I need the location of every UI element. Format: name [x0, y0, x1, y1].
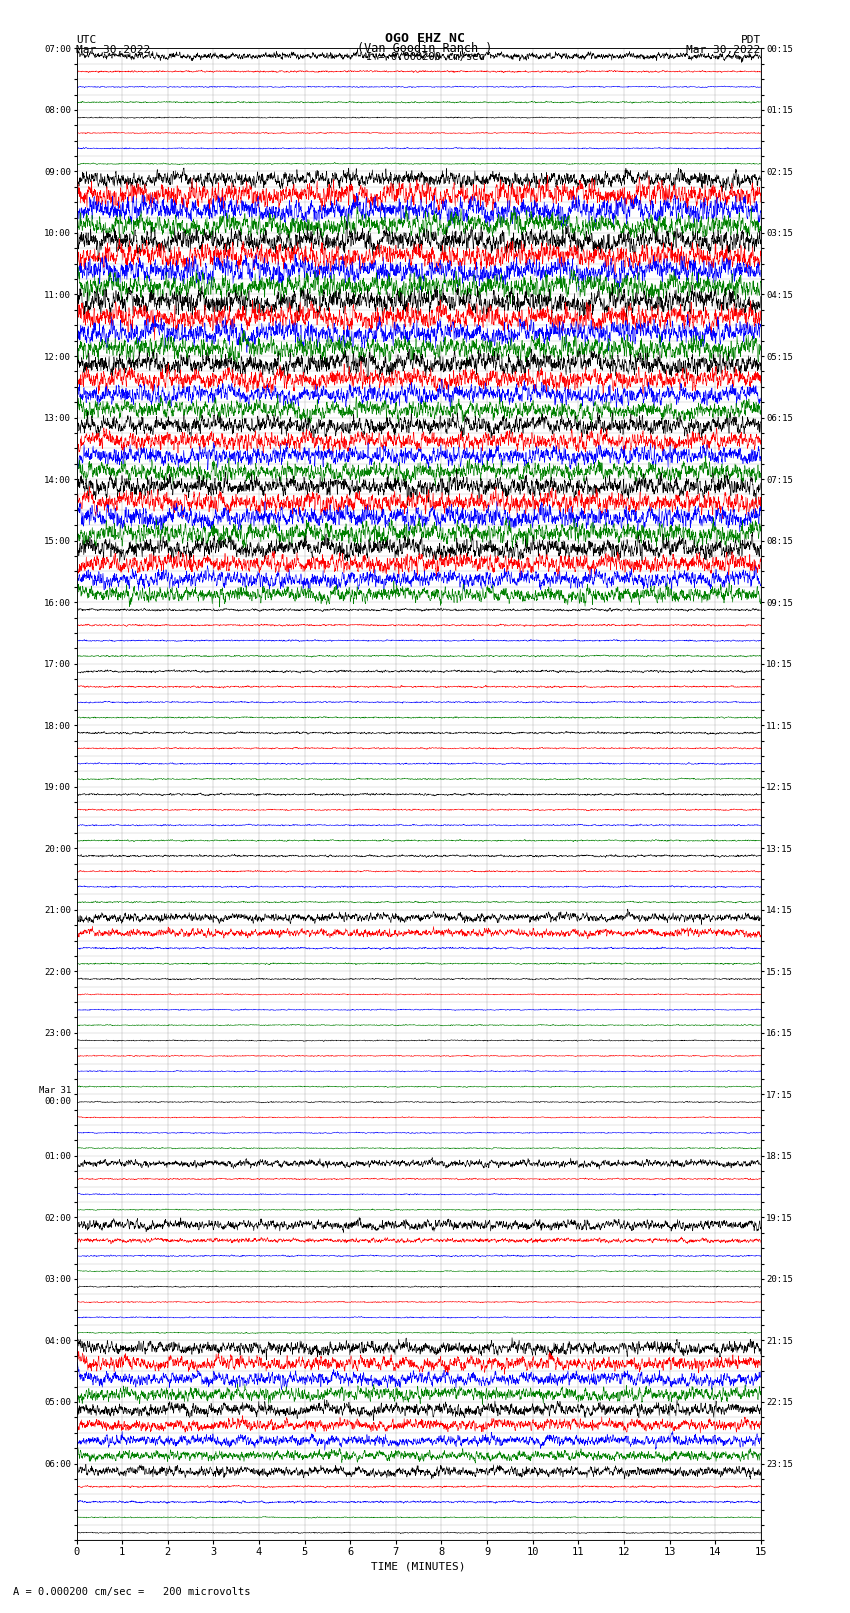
Text: I = 0.000200 cm/sec: I = 0.000200 cm/sec: [366, 52, 484, 61]
Text: PDT: PDT: [740, 35, 761, 45]
Text: OGO EHZ NC: OGO EHZ NC: [385, 32, 465, 45]
Text: (Van Goodin Ranch ): (Van Goodin Ranch ): [357, 42, 493, 55]
Text: A = 0.000200 cm/sec =   200 microvolts: A = 0.000200 cm/sec = 200 microvolts: [13, 1587, 250, 1597]
X-axis label: TIME (MINUTES): TIME (MINUTES): [371, 1561, 466, 1571]
Text: UTC: UTC: [76, 35, 97, 45]
Text: Mar 30,2022: Mar 30,2022: [76, 45, 150, 55]
Text: Mar 30,2022: Mar 30,2022: [687, 45, 761, 55]
